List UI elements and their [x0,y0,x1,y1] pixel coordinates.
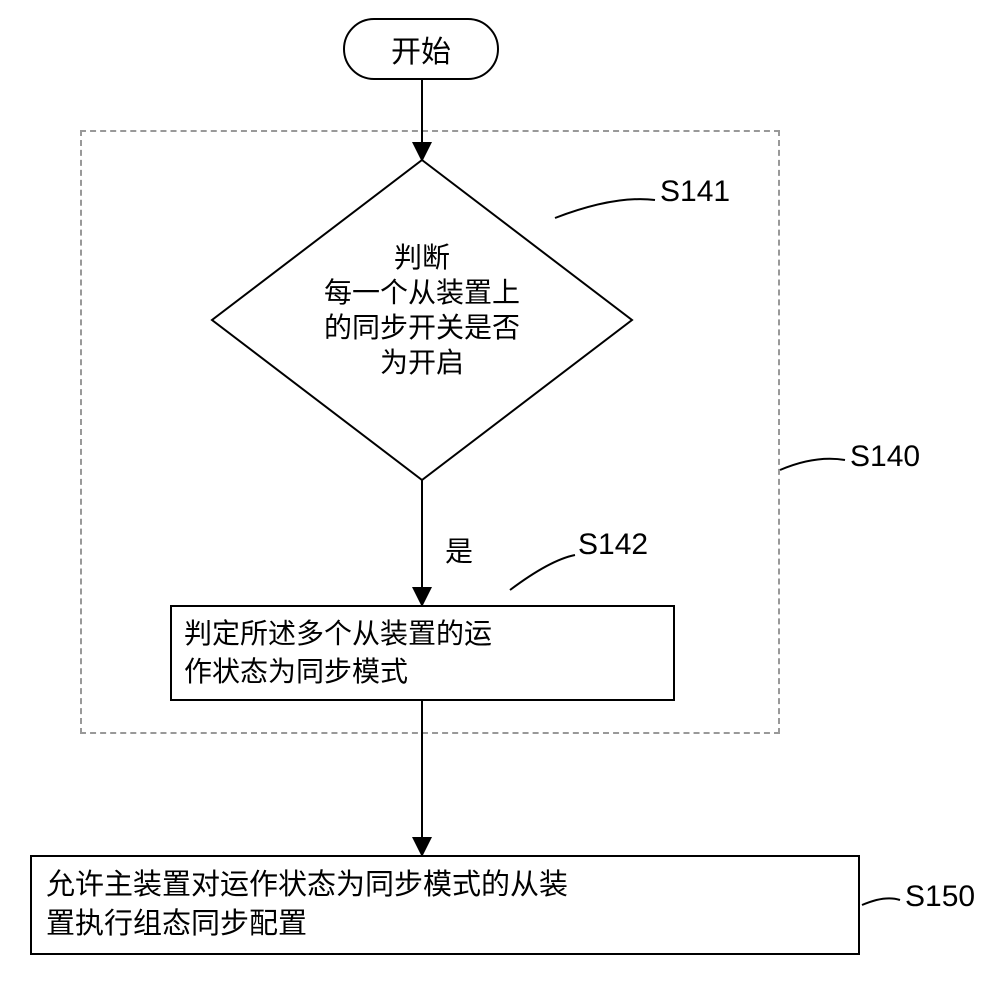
edge-label-yes: 是 [445,530,473,570]
ref-label-s141: S141 [660,175,730,209]
flowchart-canvas: 开始 判断 每一个从装置上 的同步开关是否 为开启 判定所述多个从装置的运 作状… [0,0,1000,991]
s150-line-0: 允许主装置对运作状态为同步模式的从装 [46,866,568,905]
s142-line-1: 作状态为同步模式 [184,653,492,691]
start-node: 开始 [343,18,499,80]
process-s150: 允许主装置对运作状态为同步模式的从装 置执行组态同步配置 [30,855,860,955]
s142-line-0: 判定所述多个从装置的运 [184,615,492,653]
start-label: 开始 [391,27,451,71]
decision-line-2: 的同步开关是否 [262,310,582,345]
ref-label-s140: S140 [850,440,920,474]
s150-line-1: 置执行组态同步配置 [46,905,568,944]
ref-label-s142: S142 [578,528,648,562]
leader-s150 [862,898,900,905]
decision-line-3: 为开启 [262,345,582,380]
decision-s141-text: 判断 每一个从装置上 的同步开关是否 为开启 [262,240,582,380]
process-s142: 判定所述多个从装置的运 作状态为同步模式 [170,605,675,701]
decision-line-1: 每一个从装置上 [262,275,582,310]
ref-label-s150: S150 [905,880,975,914]
decision-line-0: 判断 [262,240,582,275]
leader-s140 [780,459,845,470]
